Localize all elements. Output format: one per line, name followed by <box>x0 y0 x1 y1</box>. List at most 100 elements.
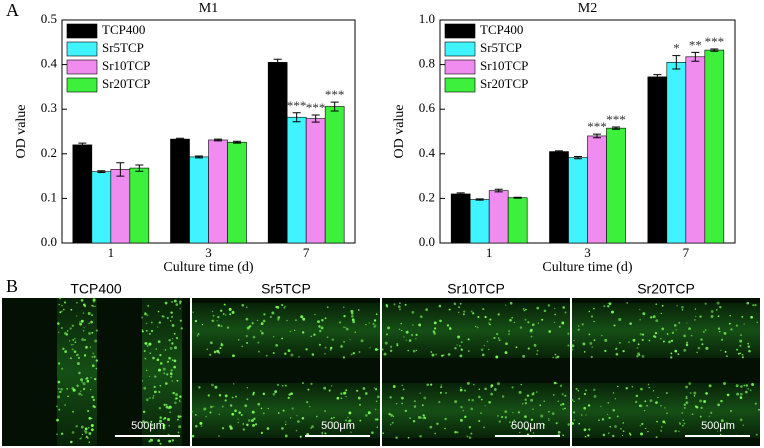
cell <box>56 433 58 436</box>
cell <box>522 307 525 310</box>
cell <box>612 409 615 412</box>
cell <box>374 408 377 411</box>
cell <box>755 433 758 436</box>
cell <box>683 406 686 409</box>
cell <box>710 314 714 318</box>
cell <box>704 329 707 331</box>
cell <box>497 313 500 316</box>
cell <box>547 304 551 307</box>
cell <box>478 395 481 399</box>
cell <box>593 307 595 310</box>
cell <box>90 423 94 427</box>
cell <box>266 427 270 430</box>
cell <box>476 326 479 329</box>
cell <box>543 400 545 402</box>
cell <box>66 330 69 332</box>
cell <box>520 383 523 386</box>
cell <box>387 326 390 330</box>
cell <box>459 354 463 358</box>
cell <box>245 306 248 309</box>
cell <box>504 416 507 419</box>
cell <box>242 423 245 425</box>
cell <box>471 398 474 402</box>
cell <box>699 399 703 403</box>
cell <box>472 383 475 386</box>
cell <box>171 324 175 327</box>
cell <box>426 383 429 386</box>
cell <box>301 382 304 385</box>
cell <box>94 339 98 343</box>
error-bar <box>292 112 301 123</box>
cell <box>88 432 92 435</box>
cell <box>155 348 157 350</box>
cell <box>293 329 296 332</box>
error-bar <box>691 51 700 62</box>
cell <box>162 418 165 421</box>
cell <box>223 303 226 306</box>
x-tick-label: 1 <box>486 245 493 260</box>
cell <box>168 439 172 443</box>
cell <box>194 319 198 323</box>
image-title: Sr5TCP <box>261 281 311 297</box>
cell <box>144 358 147 360</box>
cell <box>747 342 749 345</box>
cell <box>456 431 459 434</box>
cell <box>260 431 264 435</box>
cell <box>179 400 181 403</box>
cell <box>739 339 743 343</box>
cell <box>664 407 666 409</box>
cell <box>735 384 739 388</box>
cell <box>440 386 443 389</box>
cell <box>221 405 224 408</box>
cell <box>573 411 576 414</box>
cell <box>158 390 161 394</box>
cell <box>267 407 269 410</box>
cell <box>159 442 162 445</box>
cell <box>246 326 250 330</box>
cell <box>310 427 312 429</box>
cell <box>159 354 162 357</box>
cell <box>85 345 88 349</box>
cell <box>141 316 144 319</box>
cell <box>640 432 643 436</box>
cell <box>272 352 275 355</box>
cell <box>635 400 638 404</box>
cell <box>94 305 96 308</box>
cell <box>90 376 92 379</box>
cell <box>415 333 418 337</box>
cell <box>614 425 617 428</box>
cell <box>716 301 720 305</box>
cell <box>402 388 405 391</box>
cell <box>464 415 467 419</box>
scaffold-strut <box>57 298 97 446</box>
cell <box>472 312 475 315</box>
cell <box>543 309 547 313</box>
cell <box>226 326 230 329</box>
cell <box>557 400 559 403</box>
cell <box>237 421 240 424</box>
error-bar <box>555 150 563 153</box>
cell <box>201 323 204 326</box>
error-bar <box>513 196 522 199</box>
cell <box>725 421 728 424</box>
cell <box>557 430 561 434</box>
cell <box>280 303 284 307</box>
legend-label: Sr10TCP <box>480 58 528 73</box>
cell <box>751 383 755 386</box>
cell <box>705 392 708 395</box>
cell <box>614 398 616 400</box>
cell <box>375 348 377 351</box>
cell <box>318 325 321 328</box>
cell <box>246 423 249 427</box>
cell <box>256 319 259 322</box>
cell <box>436 422 439 425</box>
cell <box>145 398 149 402</box>
cell <box>240 414 243 417</box>
cell <box>383 352 387 356</box>
cell <box>501 415 504 419</box>
cell <box>504 351 508 354</box>
cell <box>152 356 155 360</box>
cell <box>168 338 171 342</box>
cell <box>747 387 750 390</box>
